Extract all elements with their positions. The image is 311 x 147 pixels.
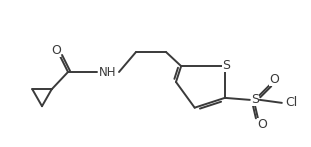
- Text: O: O: [269, 73, 279, 86]
- Text: S: S: [222, 59, 230, 72]
- Text: O: O: [51, 44, 61, 56]
- Text: O: O: [257, 118, 267, 131]
- Text: NH: NH: [99, 66, 117, 78]
- Text: S: S: [251, 93, 259, 106]
- Text: Cl: Cl: [286, 96, 298, 109]
